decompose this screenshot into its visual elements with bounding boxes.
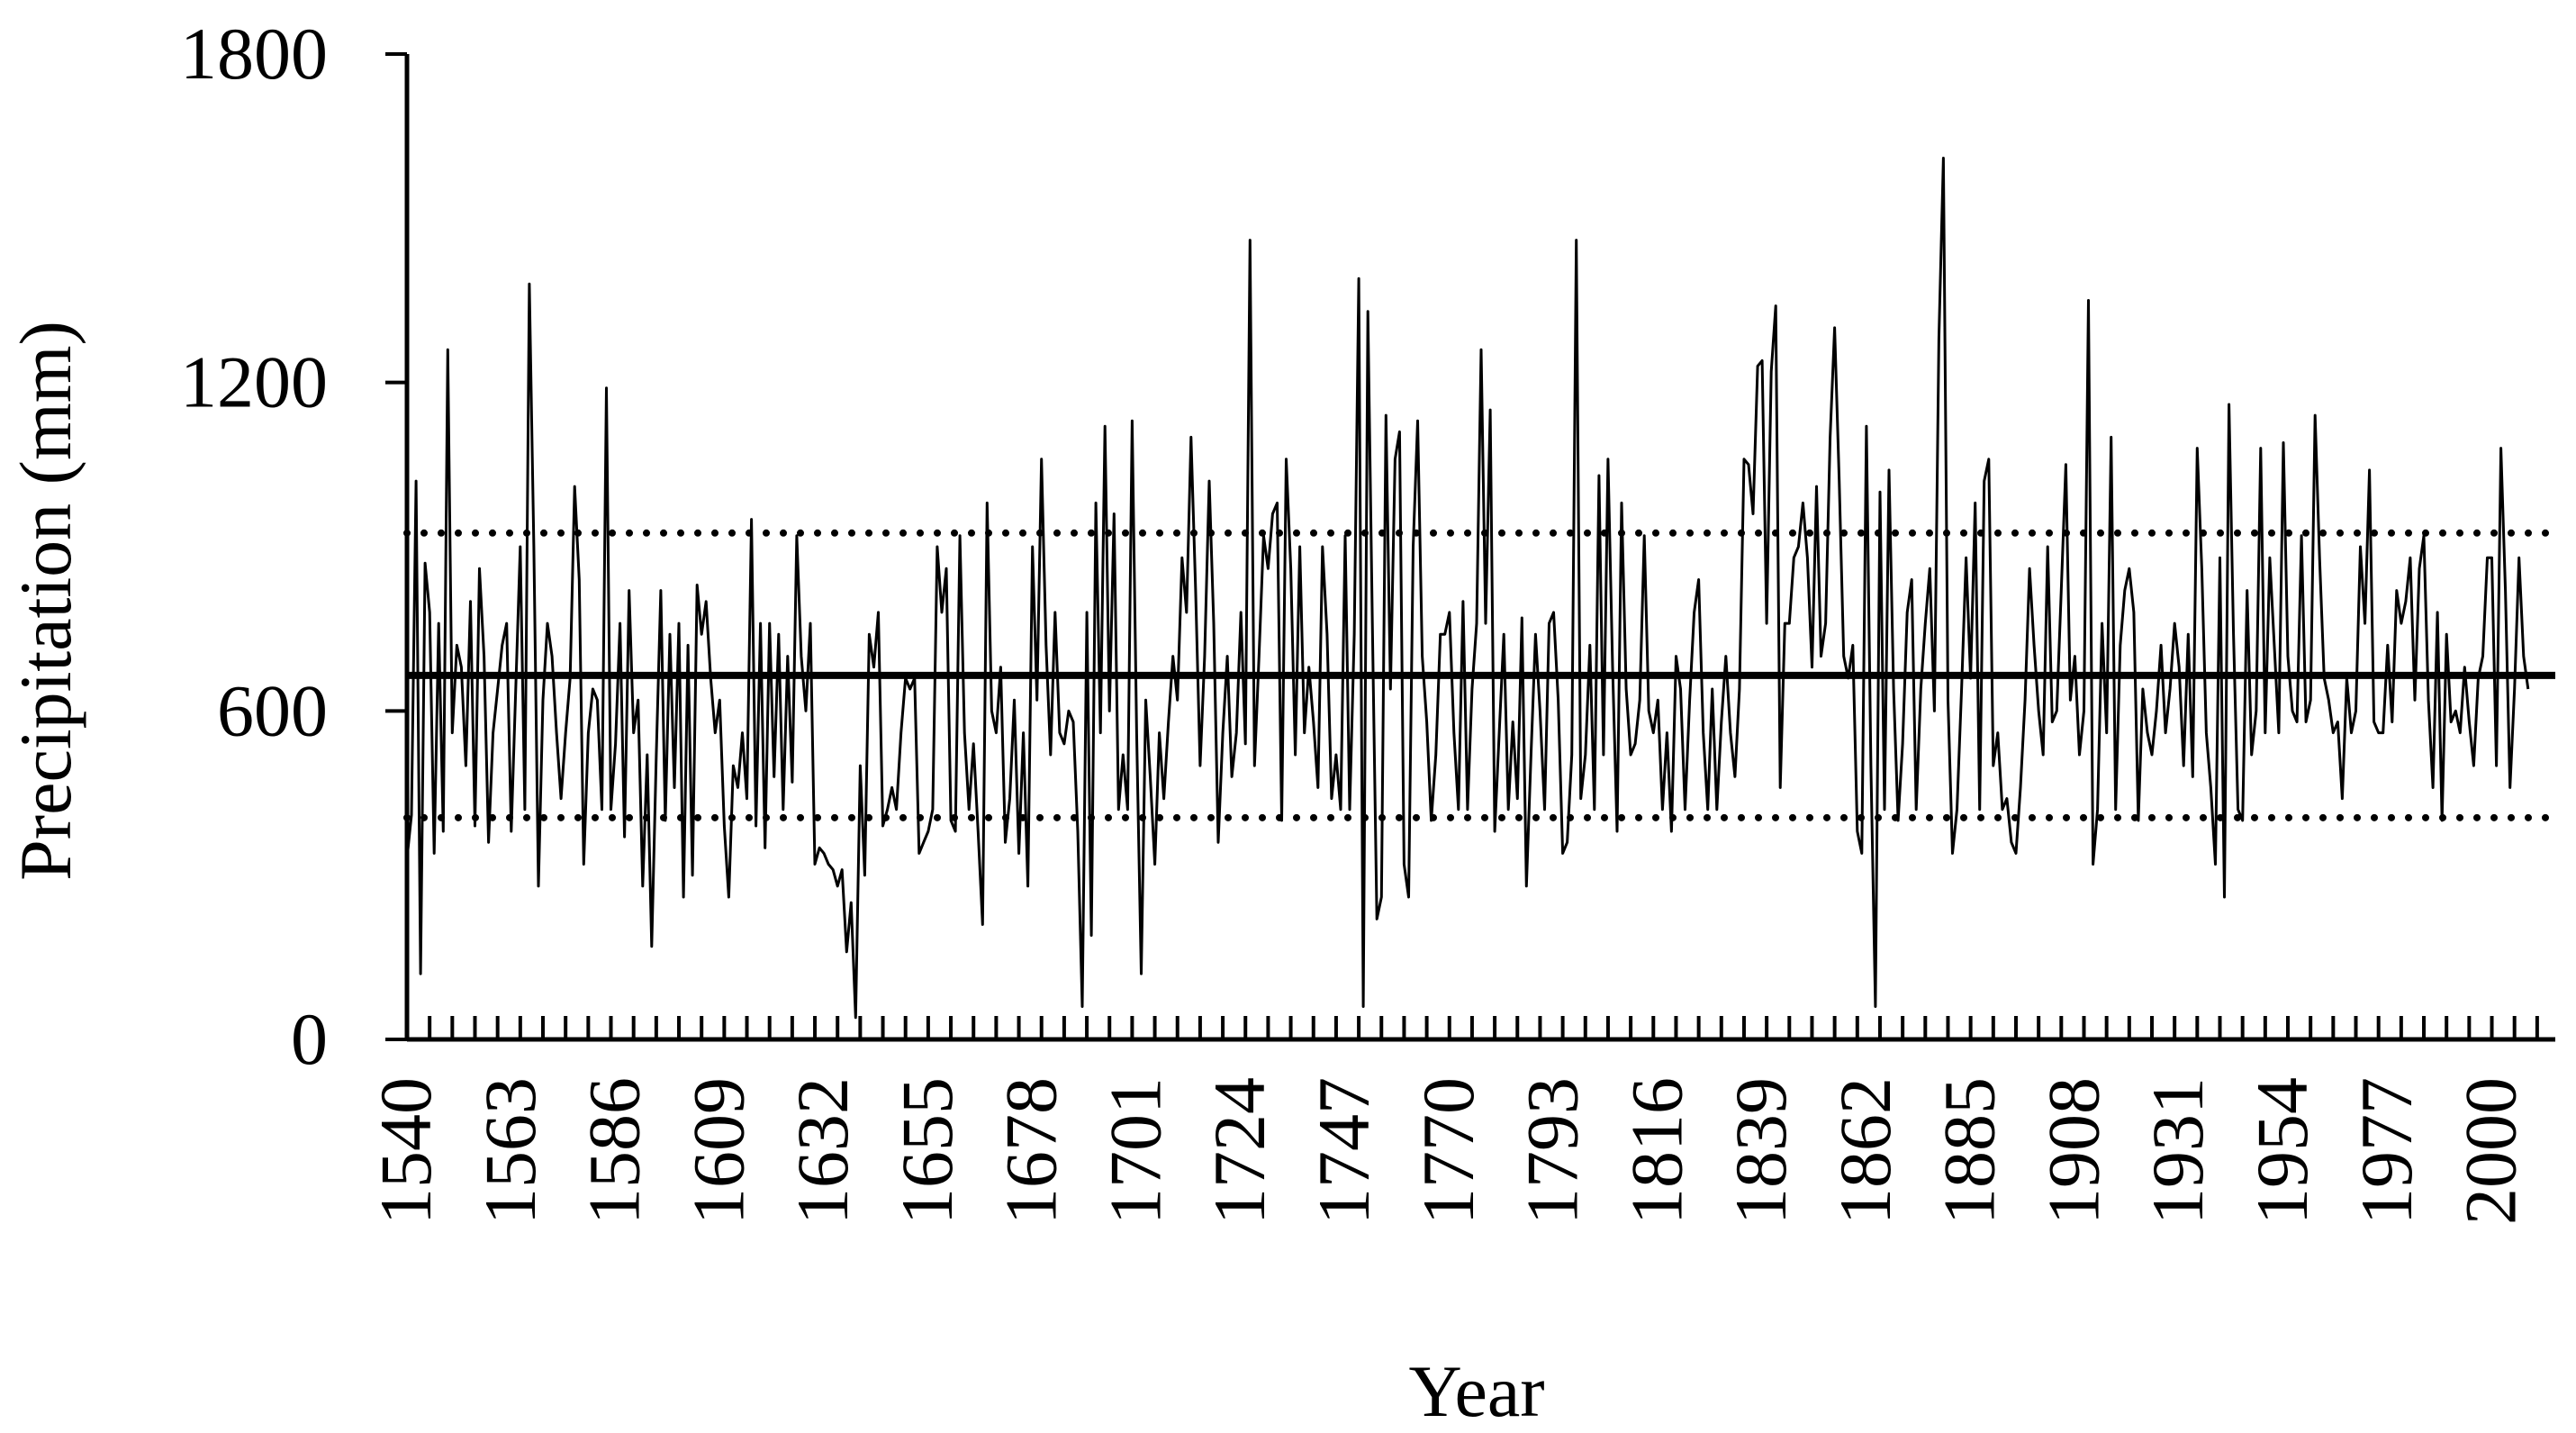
x-tick-label: 1747 [1303,1077,1385,1225]
x-tick-label: 1908 [2032,1077,2114,1225]
x-tick-label: 2000 [2450,1077,2532,1225]
x-tick-label: 1793 [1512,1077,1594,1225]
y-axis-label: Precipitation (mm) [5,321,86,881]
x-axis-tick-labels: 1540 1563 1586 1609 1632 1655 1678 1701 1724 1747… [365,1077,2532,1225]
x-tick-label: 1862 [1824,1077,1906,1225]
x-axis-label: Year [1408,1350,1544,1432]
x-tick-label: 1701 [1094,1077,1176,1225]
x-tick-label: 1816 [1615,1077,1697,1225]
x-tick-label: 1931 [2137,1077,2219,1225]
x-axis-ticks [405,1016,2539,1039]
y-axis-tick-labels: 0 600 1200 1800 [180,13,328,1080]
x-tick-label: 1839 [1720,1077,1802,1225]
y-tick-label: 1800 [180,13,328,95]
x-tick-label: 1586 [574,1077,655,1225]
x-tick-label: 1678 [990,1077,1072,1225]
x-tick-label: 1885 [1929,1077,2011,1225]
y-tick-label: 0 [291,998,328,1080]
x-tick-label: 1770 [1407,1077,1489,1225]
y-tick-label: 1200 [180,341,328,423]
x-tick-label: 1609 [677,1077,759,1225]
x-tick-label: 1632 [782,1077,863,1225]
x-tick-label: 1977 [2346,1077,2427,1225]
y-axis-ticks [385,52,407,1041]
x-tick-label: 1563 [469,1077,551,1225]
precipitation-series-line [405,157,2530,1020]
x-tick-label: 1655 [886,1077,968,1225]
y-tick-label: 600 [217,669,328,751]
x-tick-label: 1724 [1198,1077,1280,1225]
x-tick-label: 1954 [2241,1077,2323,1225]
x-tick-label: 1540 [365,1077,447,1225]
